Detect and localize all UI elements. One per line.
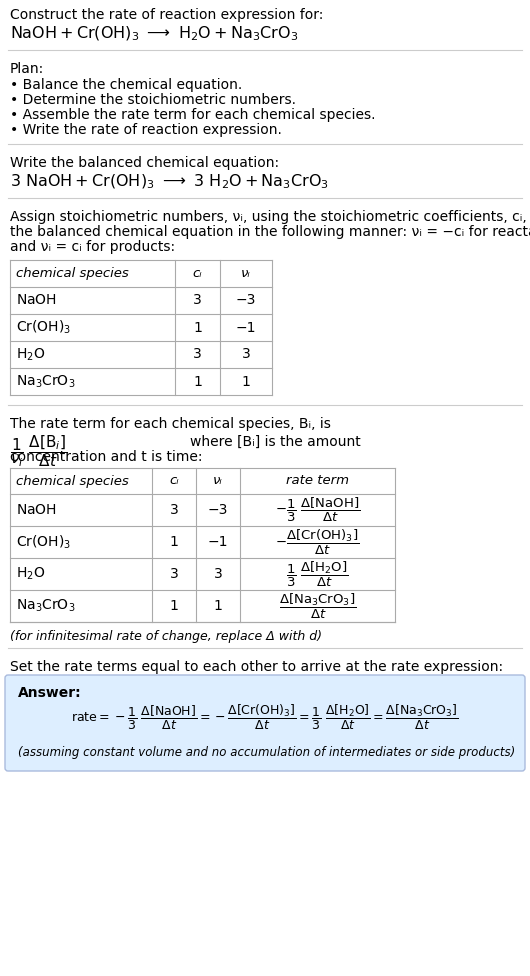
Text: 1: 1 bbox=[170, 535, 179, 549]
Text: where [Bᵢ] is the amount: where [Bᵢ] is the amount bbox=[190, 435, 361, 449]
Text: 3: 3 bbox=[214, 567, 223, 581]
Text: $\mathrm{NaOH}$: $\mathrm{NaOH}$ bbox=[16, 294, 57, 307]
Text: −1: −1 bbox=[236, 320, 256, 335]
Text: (assuming constant volume and no accumulation of intermediates or side products): (assuming constant volume and no accumul… bbox=[18, 746, 515, 759]
Text: 3: 3 bbox=[193, 347, 202, 361]
Text: −3: −3 bbox=[208, 503, 228, 517]
Text: $\mathrm{NaOH + Cr(OH)_3 \ \longrightarrow \ H_2O + Na_3CrO_3}$: $\mathrm{NaOH + Cr(OH)_3 \ \longrightarr… bbox=[10, 25, 298, 43]
Text: νᵢ: νᵢ bbox=[213, 474, 223, 487]
FancyBboxPatch shape bbox=[5, 675, 525, 771]
Text: concentration and t is time:: concentration and t is time: bbox=[10, 450, 202, 464]
Text: Construct the rate of reaction expression for:: Construct the rate of reaction expressio… bbox=[10, 8, 323, 22]
Text: 1: 1 bbox=[242, 375, 251, 388]
Text: $\mathrm{Na_3CrO_3}$: $\mathrm{Na_3CrO_3}$ bbox=[16, 373, 75, 389]
Text: cᵢ: cᵢ bbox=[193, 267, 202, 280]
Text: rate term: rate term bbox=[286, 474, 349, 487]
Text: −3: −3 bbox=[236, 294, 256, 307]
Text: • Write the rate of reaction expression.: • Write the rate of reaction expression. bbox=[10, 123, 282, 137]
Text: chemical species: chemical species bbox=[16, 474, 129, 487]
Text: 1: 1 bbox=[170, 599, 179, 613]
Text: $\dfrac{1}{\nu_i}\ \dfrac{\Delta[\mathrm{B}_i]}{\Delta t}$: $\dfrac{1}{\nu_i}\ \dfrac{\Delta[\mathrm… bbox=[10, 433, 67, 468]
Text: $\dfrac{1}{3}\ \dfrac{\Delta[\mathrm{H_2O}]}{\Delta t}$: $\dfrac{1}{3}\ \dfrac{\Delta[\mathrm{H_2… bbox=[286, 559, 349, 589]
Text: Write the balanced chemical equation:: Write the balanced chemical equation: bbox=[10, 156, 279, 170]
Text: $\mathrm{H_2O}$: $\mathrm{H_2O}$ bbox=[16, 566, 45, 583]
Text: $\mathrm{Na_3CrO_3}$: $\mathrm{Na_3CrO_3}$ bbox=[16, 597, 75, 614]
Text: −1: −1 bbox=[208, 535, 228, 549]
Text: $-\dfrac{1}{3}\ \dfrac{\Delta[\mathrm{NaOH}]}{\Delta t}$: $-\dfrac{1}{3}\ \dfrac{\Delta[\mathrm{Na… bbox=[275, 496, 360, 524]
Text: $-\dfrac{\Delta[\mathrm{Cr(OH)_3}]}{\Delta t}$: $-\dfrac{\Delta[\mathrm{Cr(OH)_3}]}{\Del… bbox=[276, 527, 360, 556]
Text: the balanced chemical equation in the following manner: νᵢ = −cᵢ for reactants: the balanced chemical equation in the fo… bbox=[10, 225, 530, 239]
Text: $\mathrm{3\ NaOH + Cr(OH)_3 \ \longrightarrow \ 3\ H_2O + Na_3CrO_3}$: $\mathrm{3\ NaOH + Cr(OH)_3 \ \longright… bbox=[10, 173, 329, 191]
Text: $\mathrm{H_2O}$: $\mathrm{H_2O}$ bbox=[16, 346, 45, 363]
Text: Assign stoichiometric numbers, νᵢ, using the stoichiometric coefficients, cᵢ, fr: Assign stoichiometric numbers, νᵢ, using… bbox=[10, 210, 530, 224]
Text: 1: 1 bbox=[193, 320, 202, 335]
Text: 3: 3 bbox=[170, 503, 179, 517]
Text: • Assemble the rate term for each chemical species.: • Assemble the rate term for each chemic… bbox=[10, 108, 375, 122]
Text: $\dfrac{\Delta[\mathrm{Na_3CrO_3}]}{\Delta t}$: $\dfrac{\Delta[\mathrm{Na_3CrO_3}]}{\Del… bbox=[279, 591, 356, 621]
Bar bbox=[10, 468, 395, 622]
Text: • Balance the chemical equation.: • Balance the chemical equation. bbox=[10, 78, 242, 92]
Text: Answer:: Answer: bbox=[18, 686, 82, 700]
Text: (for infinitesimal rate of change, replace Δ with d): (for infinitesimal rate of change, repla… bbox=[10, 630, 322, 643]
Text: 1: 1 bbox=[193, 375, 202, 388]
Text: • Determine the stoichiometric numbers.: • Determine the stoichiometric numbers. bbox=[10, 93, 296, 107]
Text: Plan:: Plan: bbox=[10, 62, 44, 76]
Text: 1: 1 bbox=[214, 599, 223, 613]
Text: 3: 3 bbox=[170, 567, 179, 581]
Text: cᵢ: cᵢ bbox=[169, 474, 179, 487]
Text: The rate term for each chemical species, Bᵢ, is: The rate term for each chemical species,… bbox=[10, 417, 331, 431]
Text: chemical species: chemical species bbox=[16, 267, 129, 280]
Text: $\mathrm{Cr(OH)_3}$: $\mathrm{Cr(OH)_3}$ bbox=[16, 533, 71, 550]
Text: 3: 3 bbox=[193, 294, 202, 307]
Text: $\mathrm{NaOH}$: $\mathrm{NaOH}$ bbox=[16, 503, 57, 517]
Text: Set the rate terms equal to each other to arrive at the rate expression:: Set the rate terms equal to each other t… bbox=[10, 660, 503, 674]
Text: νᵢ: νᵢ bbox=[241, 267, 251, 280]
Text: $\mathrm{Cr(OH)_3}$: $\mathrm{Cr(OH)_3}$ bbox=[16, 319, 71, 336]
Text: and νᵢ = cᵢ for products:: and νᵢ = cᵢ for products: bbox=[10, 240, 175, 254]
Text: 3: 3 bbox=[242, 347, 250, 361]
Text: $\mathrm{rate} = -\dfrac{1}{3}\ \dfrac{\Delta[\mathrm{NaOH}]}{\Delta t} = -\dfra: $\mathrm{rate} = -\dfrac{1}{3}\ \dfrac{\… bbox=[71, 703, 459, 732]
